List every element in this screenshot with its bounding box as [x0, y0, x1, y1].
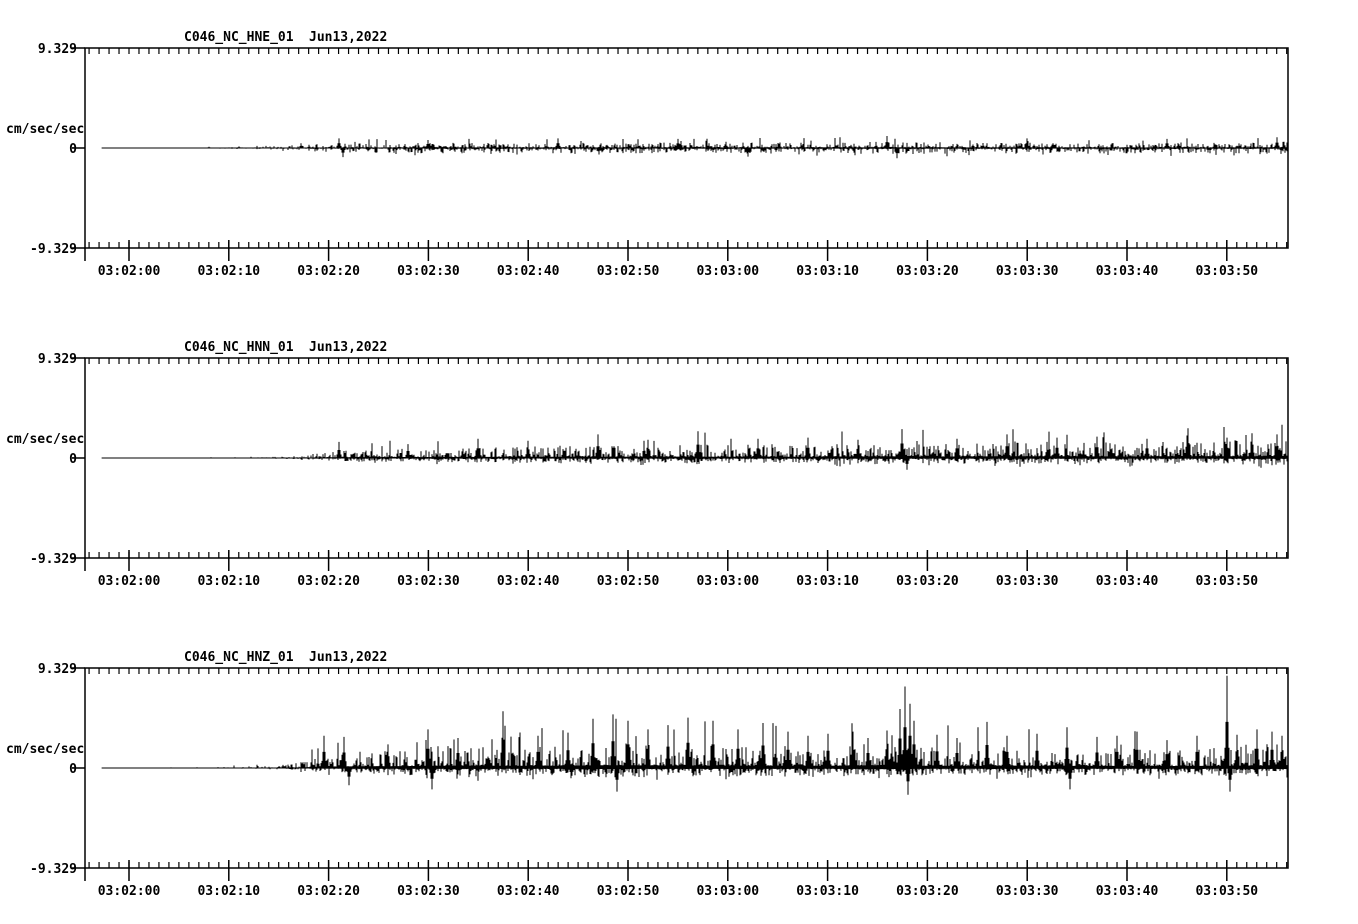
x-axis-tick-label: 03:02:10	[197, 574, 260, 589]
major-ticks	[84, 550, 1228, 571]
x-axis-tick-label: 03:02:30	[397, 264, 460, 279]
waveform-trace-hne	[101, 136, 1288, 159]
panel-title-station: C046_NC_HNE_01	[184, 30, 294, 45]
x-axis-tick-label: 03:02:00	[98, 264, 161, 279]
waveform-trace-hnn	[101, 424, 1288, 470]
y-axis-unit-label: cm/sec/sec	[6, 432, 84, 447]
x-axis-tick-label: 03:03:30	[996, 574, 1059, 589]
x-axis-tick-label: 03:03:30	[996, 264, 1059, 279]
x-axis-tick-label: 03:02:10	[197, 884, 260, 899]
y-axis-max-label: 9.329	[38, 42, 77, 57]
x-axis-tick-label: 03:03:00	[696, 264, 759, 279]
x-axis-tick-label: 03:03:20	[896, 574, 959, 589]
x-axis-tick-label: 03:02:50	[597, 884, 660, 899]
x-axis-tick-label: 03:02:30	[397, 574, 460, 589]
x-axis-tick-label: 03:03:40	[1096, 574, 1159, 589]
x-axis-tick-label: 03:02:50	[597, 574, 660, 589]
x-axis-tick-label: 03:02:20	[297, 264, 360, 279]
x-axis-tick-label: 03:02:50	[597, 264, 660, 279]
waveform-trace-hnz	[101, 675, 1288, 795]
x-axis-tick-label: 03:02:00	[98, 574, 161, 589]
panel-title-date: Jun13,2022	[309, 340, 387, 355]
y-axis-zero-label: 0	[69, 452, 77, 467]
x-axis-tick-label: 03:02:00	[98, 884, 161, 899]
panel-title-date: Jun13,2022	[309, 30, 387, 45]
x-axis-tick-label: 03:02:20	[297, 574, 360, 589]
y-axis-zero-label: 0	[69, 762, 77, 777]
seismogram-panel-hnz: C046_NC_HNZ_01 Jun13,2022 9.329 0 -9.329 cm/s…	[6, 650, 1289, 899]
x-axis-tick-label: 03:02:10	[197, 264, 260, 279]
x-axis-tick-label: 03:03:10	[796, 884, 859, 899]
y-axis-unit-label: cm/sec/sec	[6, 742, 84, 757]
x-axis-tick-label: 03:02:40	[497, 574, 560, 589]
x-axis-tick-label: 03:03:20	[896, 264, 959, 279]
x-axis-tick-label: 03:03:30	[996, 884, 1059, 899]
x-axis-tick-label: 03:03:00	[696, 574, 759, 589]
major-ticks	[84, 240, 1228, 261]
minor-ticks	[88, 668, 1288, 868]
x-axis-tick-label: 03:03:00	[696, 884, 759, 899]
x-axis-tick-label: 03:03:50	[1195, 264, 1258, 279]
x-axis-tick-label: 03:03:10	[796, 264, 859, 279]
x-axis-tick-label: 03:03:50	[1195, 574, 1258, 589]
x-axis-tick-label: 03:02:40	[497, 264, 560, 279]
x-axis-tick-label: 03:03:40	[1096, 264, 1159, 279]
x-axis-tick-label: 03:02:30	[397, 884, 460, 899]
x-axis-tick-label: 03:03:50	[1195, 884, 1258, 899]
x-axis-tick-label: 03:03:10	[796, 574, 859, 589]
panel-title-station: C046_NC_HNZ_01	[184, 650, 294, 665]
x-axis-tick-label: 03:02:40	[497, 884, 560, 899]
panel-title-date: Jun13,2022	[309, 650, 387, 665]
y-axis-min-label: -9.329	[30, 552, 77, 567]
y-axis-unit-label: cm/sec/sec	[6, 122, 84, 137]
panel-title-station: C046_NC_HNN_01	[184, 340, 294, 355]
x-axis-tick-label: 03:03:20	[896, 884, 959, 899]
x-axis-tick-label: 03:03:40	[1096, 884, 1159, 899]
y-axis-max-label: 9.329	[38, 352, 77, 367]
minor-ticks	[88, 48, 1288, 248]
y-axis-min-label: -9.329	[30, 242, 77, 257]
seismogram-panel-hne: C046_NC_HNE_01 Jun13,2022 9.329 0 -9.329 cm/s…	[6, 30, 1289, 279]
y-axis-min-label: -9.329	[30, 862, 77, 877]
y-axis-max-label: 9.329	[38, 662, 77, 677]
x-axis-tick-label: 03:02:20	[297, 884, 360, 899]
major-ticks	[84, 860, 1228, 881]
y-axis-zero-label: 0	[69, 142, 77, 157]
seismogram-panel-hnn: C046_NC_HNN_01 Jun13,2022 9.329 0 -9.329 cm/s…	[6, 340, 1289, 589]
